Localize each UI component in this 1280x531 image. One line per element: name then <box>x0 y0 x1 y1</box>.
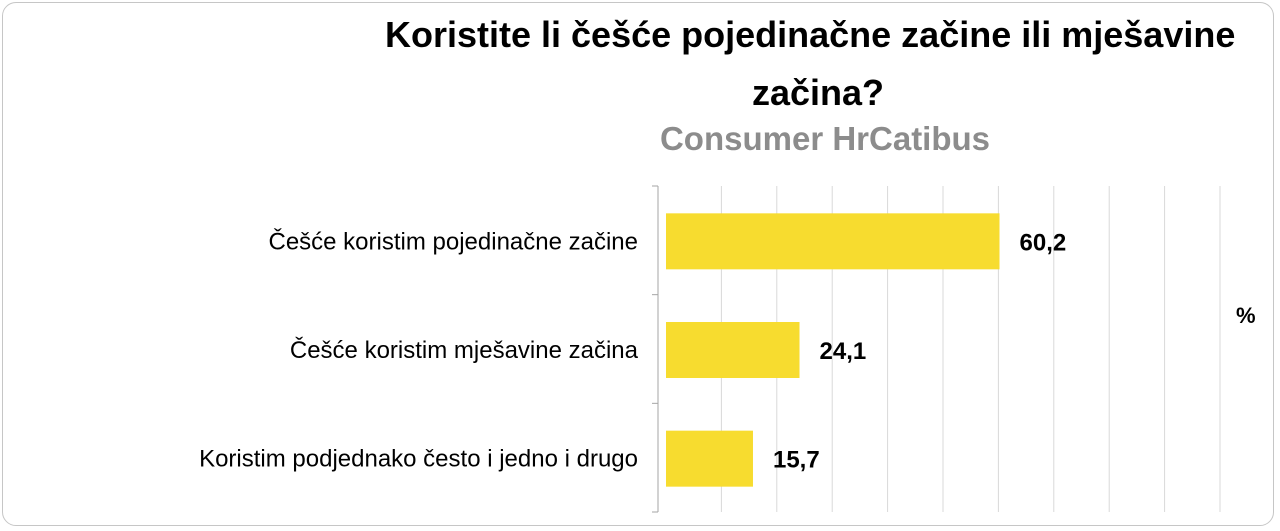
chart-title-line-1: Koristite li češće pojedinačne začine il… <box>385 14 1236 55</box>
data-label: 15,7 <box>773 447 820 474</box>
category-label: Češće koristim pojedinačne začine <box>268 227 638 255</box>
category-label: Koristim podjednako često i jedno i drug… <box>199 446 638 473</box>
bar <box>666 213 1000 270</box>
unit-label: % <box>1236 303 1256 328</box>
chart-title: Koristite li češće pojedinačne začine il… <box>0 14 1280 114</box>
data-label: 24,1 <box>820 338 867 365</box>
category-label: Češće koristim mješavine začina <box>290 336 639 364</box>
bar <box>666 430 753 487</box>
chart-subtitle: Consumer HrCatibus <box>659 120 991 157</box>
chart-title-line-2: začina? <box>752 72 885 113</box>
data-label: 60,2 <box>1020 229 1067 256</box>
bar <box>666 322 800 378</box>
